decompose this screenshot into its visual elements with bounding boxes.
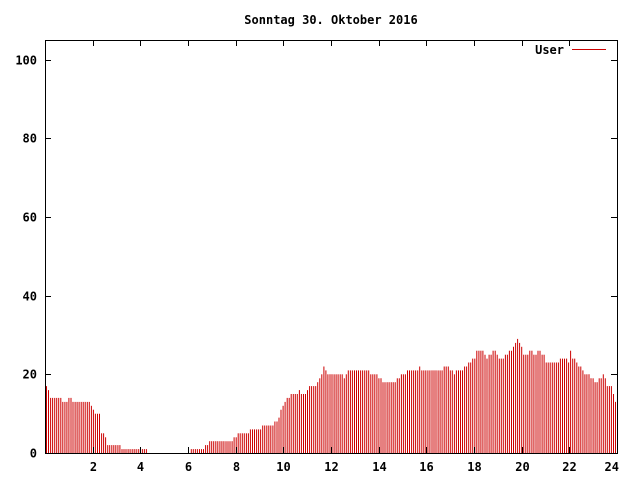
x-tick-label: 20 [515, 460, 529, 474]
y-tick-label: 100 [15, 54, 37, 68]
x-tick-label: 16 [419, 460, 433, 474]
x-tick-label: 24 [605, 460, 619, 474]
y-tick-label: 0 [30, 447, 37, 461]
x-tick-label: 10 [276, 460, 290, 474]
x-tick-label: 4 [137, 460, 144, 474]
y-tick-label: 60 [23, 211, 37, 225]
x-tick-label: 18 [467, 460, 481, 474]
y-tick-label: 20 [23, 368, 37, 382]
y-tick-label: 80 [23, 132, 37, 146]
y-tick-label: 40 [23, 290, 37, 304]
bar-series-user [46, 338, 616, 453]
legend-label-user: User [535, 43, 564, 57]
chart-title: Sonntag 30. Oktober 2016 [244, 13, 417, 27]
x-tick-label: 6 [185, 460, 192, 474]
axis-ticks [45, 40, 618, 454]
x-tick-label: 12 [324, 460, 338, 474]
x-tick-label: 22 [562, 460, 576, 474]
legend: User [535, 43, 606, 57]
x-tick-label: 8 [233, 460, 240, 474]
x-axis-tick-labels: 2 4 6 8 10 12 14 16 18 20 22 24 [90, 460, 619, 474]
x-tick-label: 14 [372, 460, 386, 474]
x-tick-label: 2 [90, 460, 97, 474]
y-axis-tick-labels: 0 20 40 60 80 100 [15, 54, 37, 461]
